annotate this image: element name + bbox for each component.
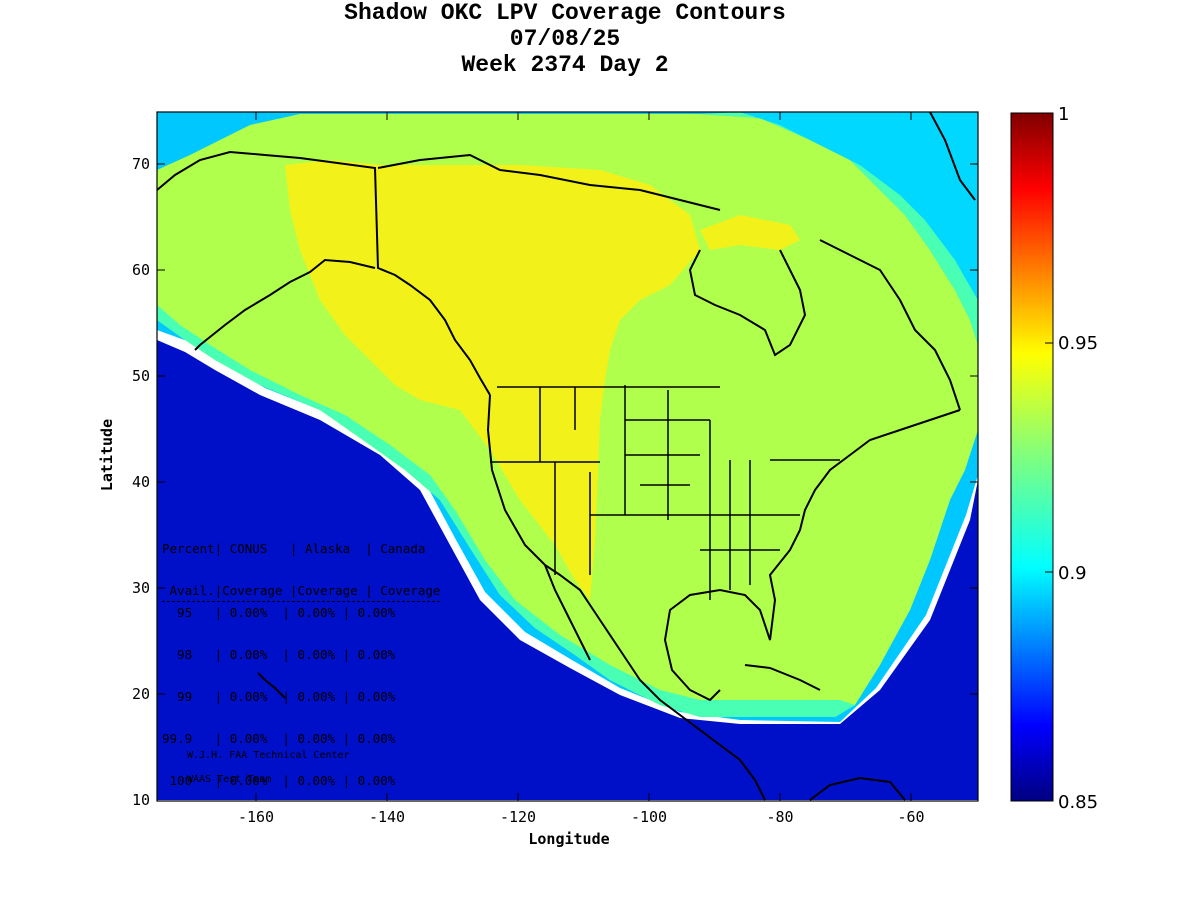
- credit-line-2: WAAS Test Team: [187, 774, 272, 785]
- hawaii: [257, 672, 286, 699]
- x-tick-label: -60: [897, 808, 924, 826]
- contour-low-edge: [157, 340, 978, 800]
- stats-header-1: Percent| CONUS | Alaska | Canada: [162, 541, 426, 556]
- x-tick-label: -80: [766, 808, 793, 826]
- colorbar-tick-label: 0.9: [1058, 563, 1087, 584]
- y-tick-label: 70: [132, 155, 150, 173]
- baja: [544, 564, 591, 661]
- west-coast: [486, 394, 701, 731]
- y-tick-label: 60: [132, 261, 150, 279]
- colorbar-tick-label: 0.85: [1058, 792, 1098, 813]
- colorbar-tick-label: 0.95: [1058, 333, 1098, 354]
- y-tick-label: 30: [132, 579, 150, 597]
- south-america: [809, 776, 906, 801]
- alaska-south: [194, 258, 376, 351]
- colorbar-tick-labels: 1 0.95 0.9 0.85: [1058, 104, 1098, 813]
- y-tick-label: 10: [132, 791, 150, 809]
- x-tick-label: -100: [631, 808, 667, 826]
- x-tick-label: -120: [500, 808, 536, 826]
- y-tick-label: 40: [132, 473, 150, 491]
- x-axis-label: Longitude: [528, 830, 609, 848]
- stats-row: 99.9 | 0.00% | 0.00% | 0.00%: [162, 731, 396, 746]
- x-tick-label: -140: [369, 808, 405, 826]
- stats-header-2: Avail.|Coverage |Coverage | Coverage: [162, 581, 441, 602]
- hudson-bay: [688, 249, 807, 357]
- east-coast: [663, 409, 961, 702]
- alaska-outline: [157, 150, 491, 396]
- contour-arctic-fringe: [700, 112, 978, 345]
- title-line-1: Shadow OKC LPV Coverage Contours: [344, 0, 786, 26]
- plot-frame: [156, 111, 979, 802]
- y-tick-labels: 70 60 50 40 30 20 10: [132, 155, 150, 809]
- colorbar-tick-label: 1: [1058, 104, 1069, 125]
- contour-high: [285, 160, 700, 600]
- labrador: [819, 239, 961, 411]
- stats-row: 100 | 0.00% | 0.00% | 0.00%: [162, 773, 396, 788]
- state-borders: [490, 385, 840, 600]
- stats-row: 98 | 0.00% | 0.00% | 0.00%: [162, 647, 396, 662]
- y-tick-label: 20: [132, 685, 150, 703]
- coastlines: [157, 112, 976, 801]
- contour-high-east: [700, 215, 800, 250]
- y-tick-label: 50: [132, 367, 150, 385]
- x-tick-label: -160: [238, 808, 274, 826]
- coverage-stats-table: Percent| CONUS | Alaska | Canada Avail.|…: [162, 517, 441, 812]
- title-line-3: Week 2374 Day 2: [461, 52, 669, 78]
- stats-row: 95 | 0.00% | 0.00% | 0.00%: [162, 605, 396, 620]
- stats-row: 99 | 0.00% | 0.00% | 0.00%: [162, 689, 396, 704]
- y-axis-label: Latitude: [98, 419, 116, 491]
- north-coast: [377, 153, 721, 211]
- chart-title: Shadow OKC LPV Coverage Contours 07/08/2…: [0, 0, 1130, 78]
- x-tick-labels: -160 -140 -120 -100 -80 -60: [238, 808, 925, 826]
- central-america: [699, 729, 766, 801]
- credit-block: W.J.H. FAA Technical Center WAAS Test Te…: [187, 738, 350, 798]
- axis-ticks: [157, 112, 978, 801]
- credit-line-1: W.J.H. FAA Technical Center: [187, 750, 350, 761]
- colorbar-ticks: [1045, 342, 1053, 573]
- cuba: [744, 664, 821, 691]
- title-line-2: 07/08/25: [509, 26, 621, 52]
- greenland: [929, 112, 976, 201]
- colorbar: [1010, 112, 1054, 802]
- contour-arctic-cyan: [740, 112, 978, 300]
